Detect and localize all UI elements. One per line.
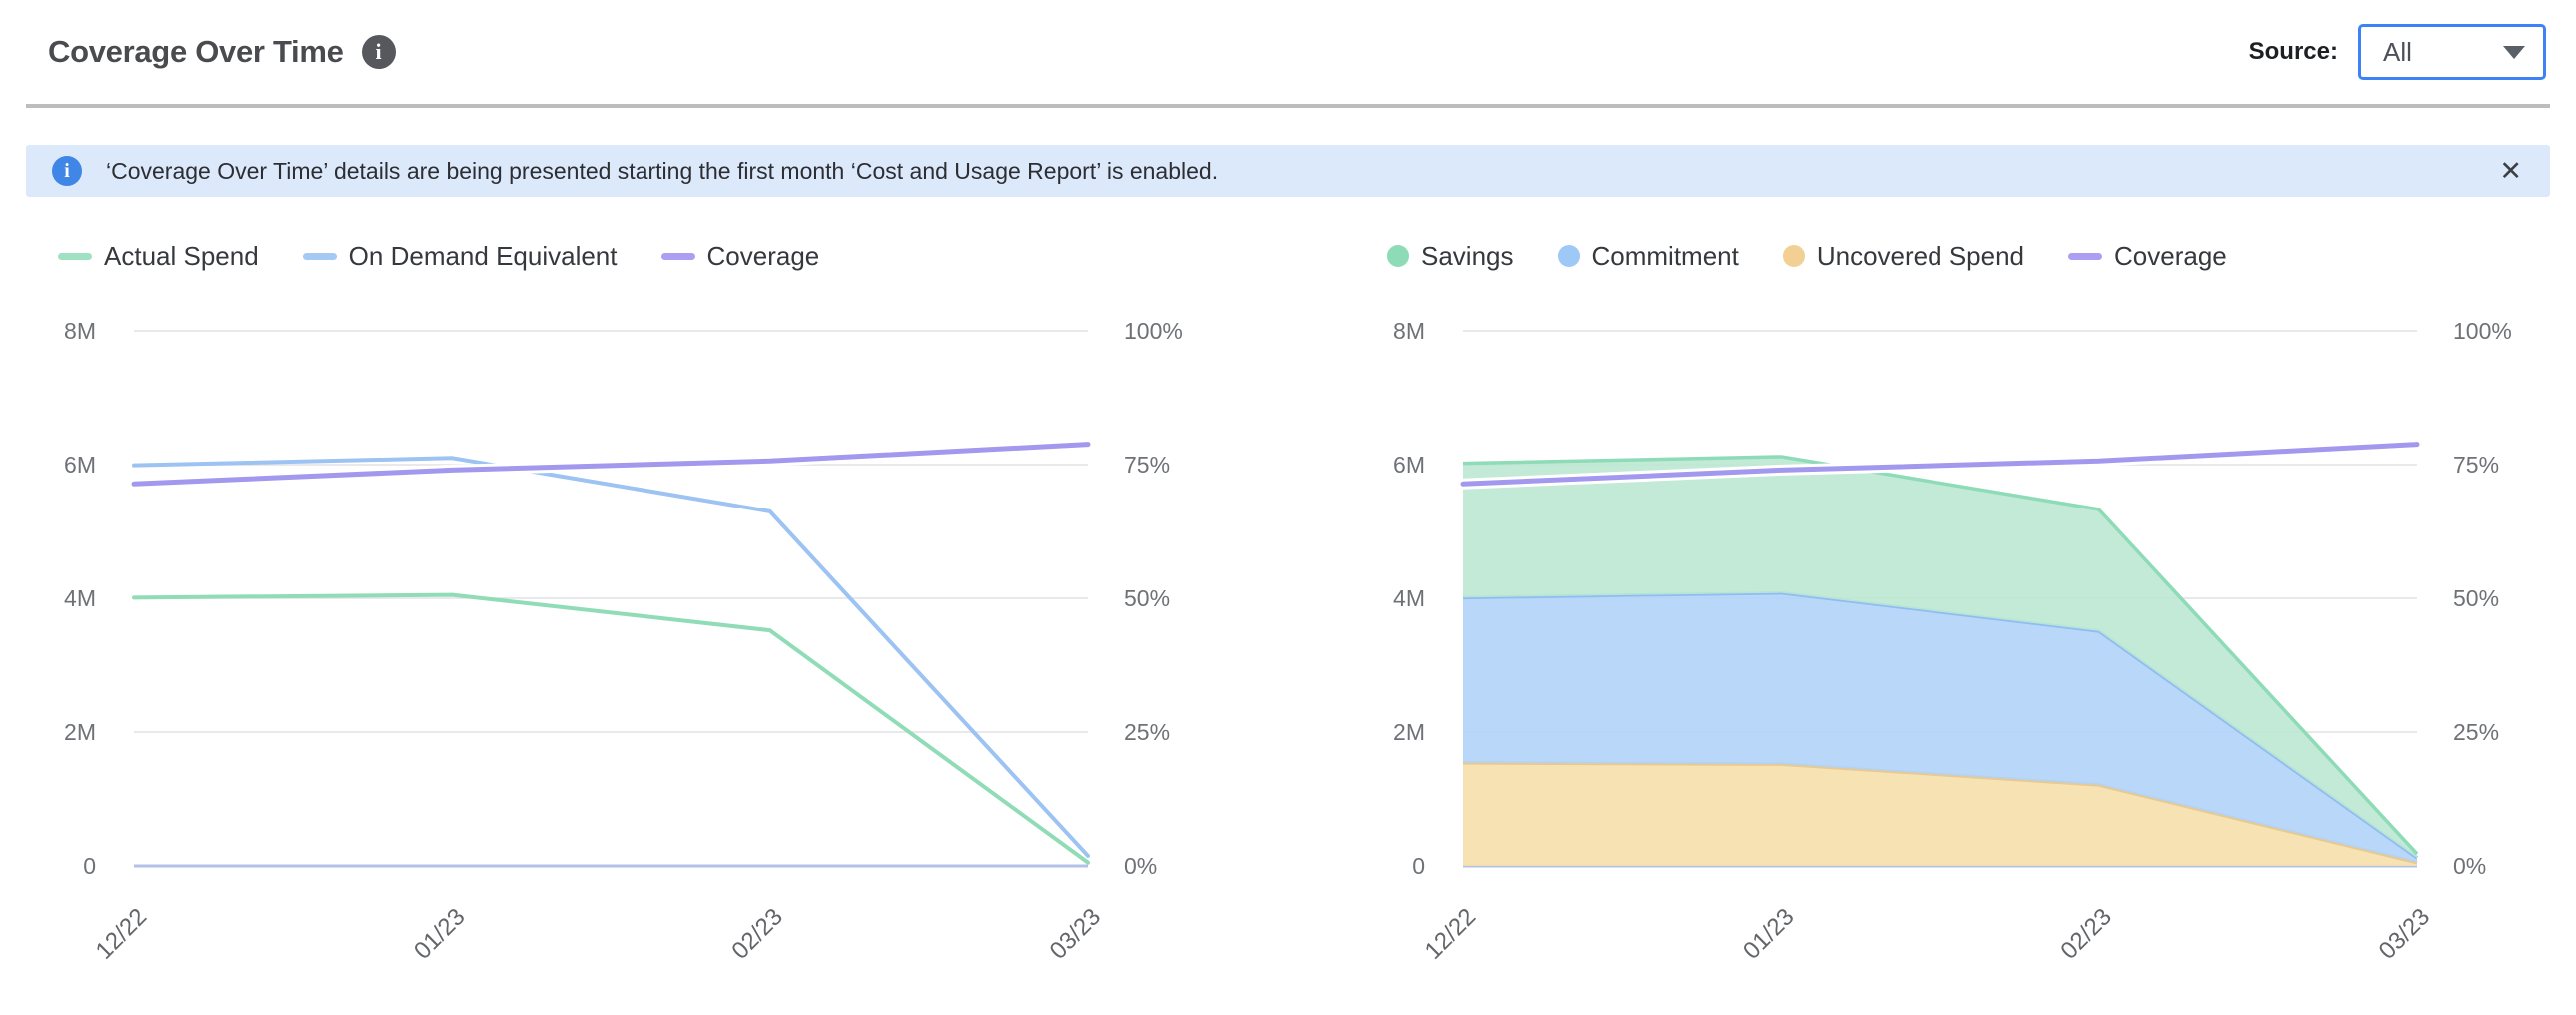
legend-item-savings[interactable]: Savings (1387, 241, 1514, 272)
actual-spend-swatch-icon (58, 252, 92, 260)
page-title: Coverage Over Time (48, 34, 344, 69)
svg-text:0%: 0% (1124, 853, 1157, 879)
legend-item-actual-spend[interactable]: Actual Spend (58, 241, 259, 272)
source-dropdown[interactable]: All (2358, 24, 2546, 80)
svg-text:8M: 8M (1393, 318, 1425, 344)
legend-item-uncovered-spend[interactable]: Uncovered Spend (1782, 240, 2024, 272)
area-chart-plot: 8M 100% 6M 75% 4M 50% 2M 25% 0 0% 12/22 01/23 02/23 0… (1393, 318, 2512, 965)
svg-text:25%: 25% (2453, 719, 2499, 745)
svg-text:02/23: 02/23 (2055, 903, 2117, 965)
svg-text:03/23: 03/23 (1045, 903, 1107, 965)
svg-text:0%: 0% (2453, 853, 2486, 879)
svg-text:6M: 6M (64, 452, 96, 478)
legend-label: Commitment (1591, 240, 1739, 271)
svg-text:25%: 25% (1124, 719, 1170, 745)
close-icon[interactable]: ✕ (2499, 155, 2522, 186)
svg-text:6M: 6M (1393, 452, 1425, 478)
savings-swatch-icon (1387, 245, 1409, 267)
legend-label: Savings (1421, 240, 1514, 271)
svg-text:01/23: 01/23 (409, 903, 471, 965)
banner-text: ‘Coverage Over Time’ details are being p… (106, 157, 1219, 184)
info-glyph: i (375, 39, 382, 64)
on-demand-equivalent-swatch-icon (302, 252, 337, 260)
legend-label: Actual Spend (104, 240, 259, 271)
chevron-down-icon (2503, 45, 2525, 59)
svg-text:75%: 75% (2453, 452, 2499, 478)
svg-text:02/23: 02/23 (726, 903, 788, 965)
svg-text:0: 0 (1412, 853, 1425, 879)
coverage-area-chart: Savings Commitment Uncovered Spend Coverage… (1363, 239, 2542, 980)
info-icon[interactable]: i (361, 35, 396, 69)
svg-text:01/23: 01/23 (1738, 903, 1800, 965)
svg-text:12/22: 12/22 (1420, 903, 1482, 965)
svg-text:12/22: 12/22 (91, 903, 153, 965)
legend-item-commitment[interactable]: Commitment (1557, 240, 1739, 272)
banner-info-icon: i (52, 156, 82, 186)
legend-item-coverage[interactable]: Coverage (660, 240, 820, 272)
source-dropdown-value: All (2383, 36, 2412, 67)
svg-text:4M: 4M (1393, 585, 1425, 611)
legend-label: Coverage (2114, 240, 2227, 271)
charts-row: Actual Spend On Demand Equivalent Coverage… (0, 239, 2576, 980)
uncovered-spend-swatch-icon (1782, 245, 1805, 267)
info-banner: i ‘Coverage Over Time’ details are being… (26, 145, 2550, 197)
commitment-swatch-icon (1557, 245, 1580, 267)
svg-text:0: 0 (83, 853, 96, 879)
svg-text:2M: 2M (64, 719, 96, 745)
svg-text:8M: 8M (64, 318, 96, 344)
legend-item-on-demand-equivalent[interactable]: On Demand Equivalent (302, 240, 618, 272)
svg-text:100%: 100% (2453, 318, 2512, 344)
legend-label: On Demand Equivalent (348, 240, 618, 271)
svg-text:4M: 4M (64, 585, 96, 611)
svg-text:75%: 75% (1124, 452, 1170, 478)
line-chart-plot: 8M 100% 6M 75% 4M 50% 2M 25% 0 0% 12/22 01/23 02/23 0… (64, 318, 1183, 965)
legend-item-coverage[interactable]: Coverage (2068, 241, 2227, 272)
coverage-swatch-icon (2068, 252, 2102, 260)
svg-text:2M: 2M (1393, 719, 1425, 745)
svg-text:50%: 50% (2453, 585, 2499, 611)
svg-text:03/23: 03/23 (2374, 903, 2436, 965)
spend-line-chart: Actual Spend On Demand Equivalent Coverage… (34, 239, 1213, 980)
svg-text:50%: 50% (1124, 585, 1170, 611)
source-label: Source: (2248, 38, 2338, 65)
info-glyph: i (64, 160, 70, 182)
area-chart-legend: Savings Commitment Uncovered Spend Coverage (1363, 239, 2542, 273)
header-divider (26, 104, 2550, 108)
coverage-swatch-icon (660, 252, 695, 260)
svg-text:100%: 100% (1124, 318, 1183, 344)
panel-header: Coverage Over Time i Source: All (0, 0, 2576, 104)
legend-label: Uncovered Spend (1816, 240, 2024, 271)
legend-label: Coverage (706, 240, 820, 271)
line-chart-legend: Actual Spend On Demand Equivalent Coverage (34, 239, 1213, 273)
